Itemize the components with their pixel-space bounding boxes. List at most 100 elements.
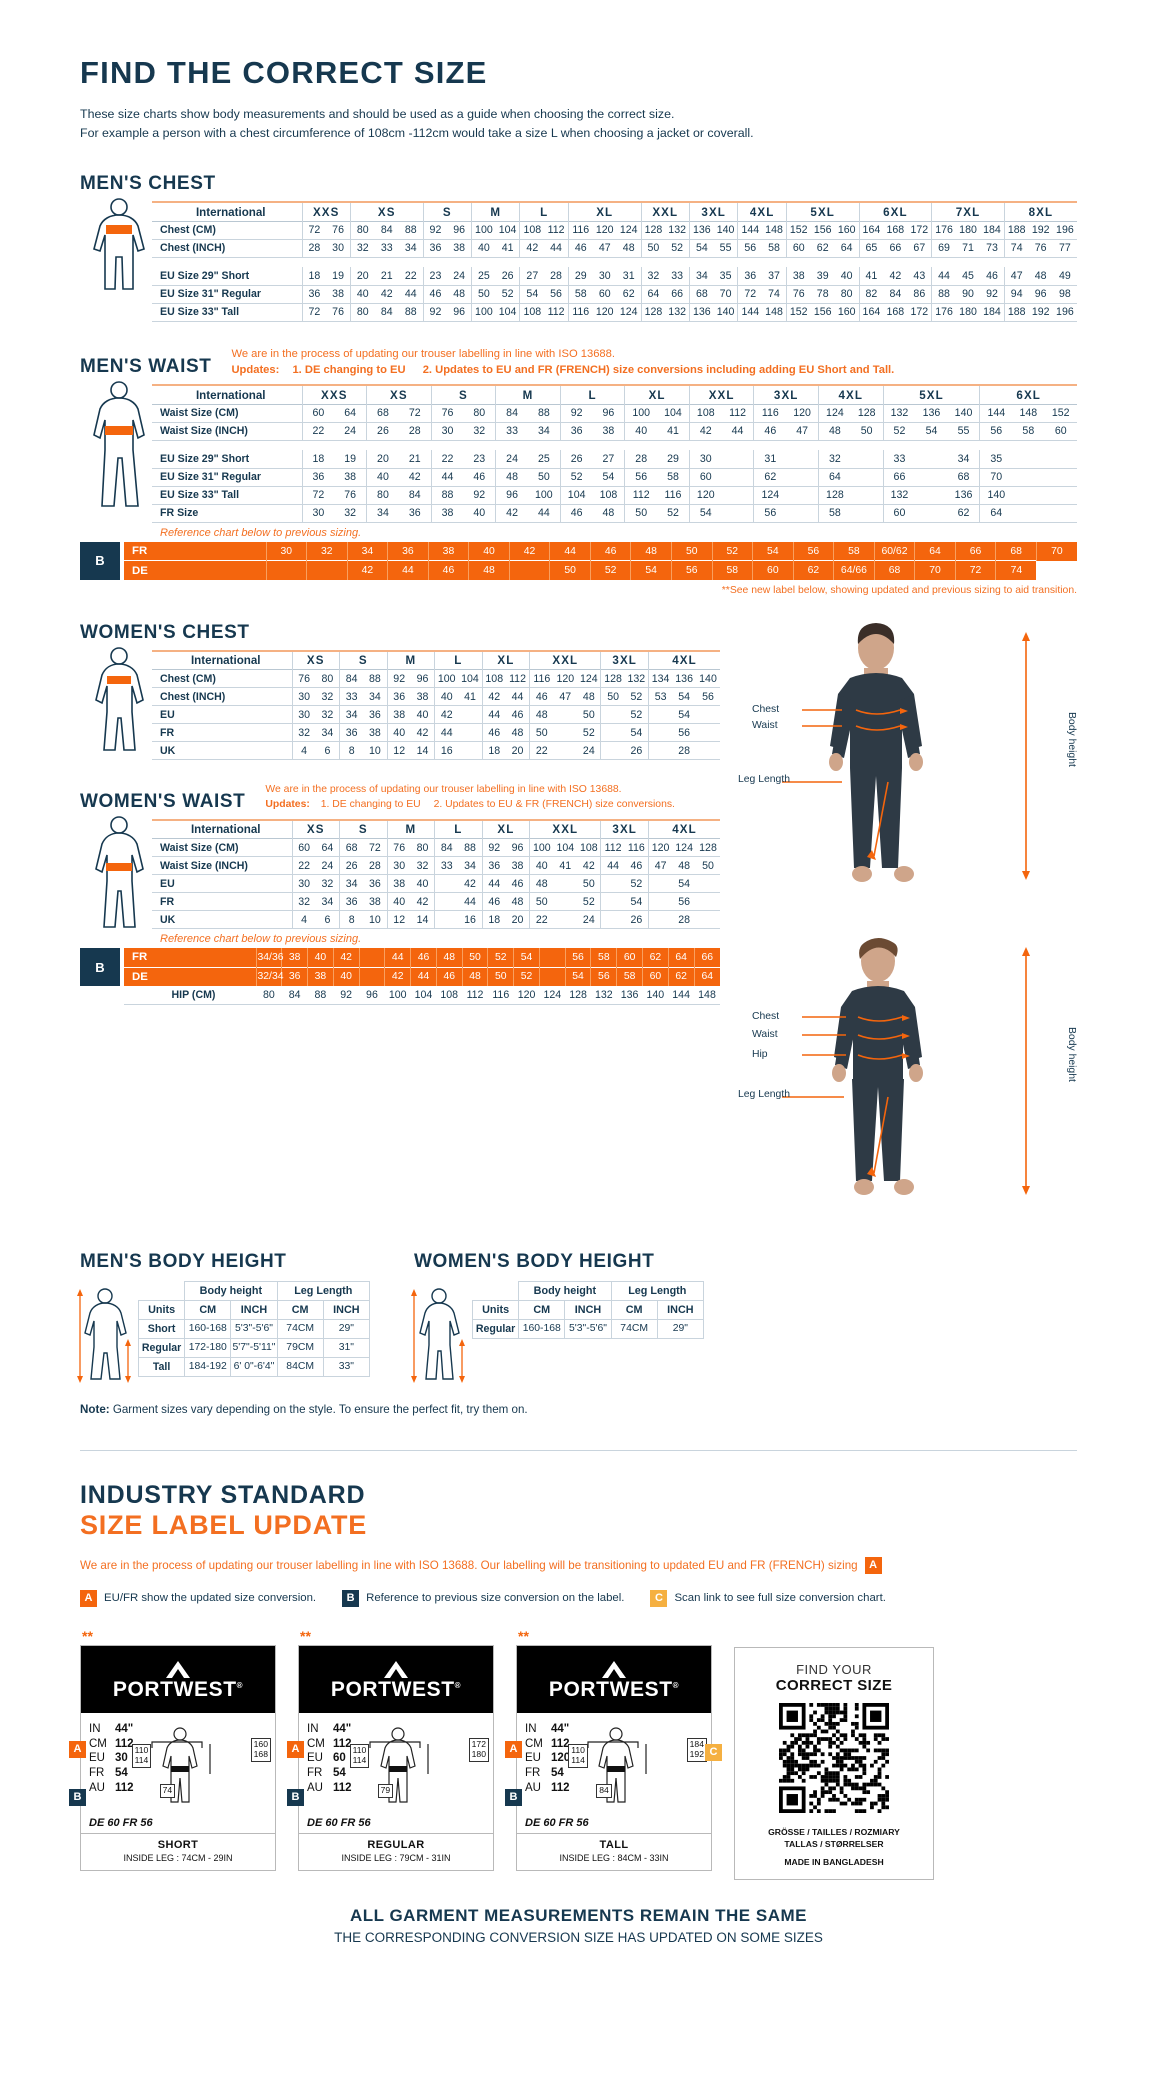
table-cell: 168 — [886, 224, 905, 237]
table-cell: 88 — [430, 486, 464, 505]
table-cell: 70 — [719, 288, 732, 301]
table-cell: 29" — [322, 1318, 371, 1339]
size-code-key: AU — [307, 1781, 323, 1794]
womens-waist-ref-table: FR 34/36 38 40 42 44 46 48 50 52 54 56 58 60 62 64 66 DE 3… — [124, 948, 720, 987]
table-cell: 27 — [519, 267, 545, 286]
table-cell: 44 — [537, 507, 550, 520]
label-footer: SHORT INSIDE LEG : 74CM - 29IN — [81, 1832, 275, 1870]
table-cell: 47 — [559, 690, 572, 703]
table-cell: 50 — [529, 723, 554, 742]
table-cell: 36 — [559, 422, 593, 441]
table-cell: Short — [137, 1318, 186, 1339]
table-cell: 52 — [582, 895, 595, 908]
table-cell: 55 — [719, 242, 732, 255]
table-cell: Waist Size (CM) — [160, 841, 239, 854]
table-cell: 62 — [816, 242, 829, 255]
table-cell — [647, 705, 673, 724]
label-figure: 110 114 172 180 79 — [349, 1722, 489, 1811]
table-cell: 104 — [664, 407, 682, 420]
male-label-leg-length: Leg Length — [738, 773, 791, 785]
table-cell: 124 — [619, 224, 638, 237]
size-code-key: FR — [525, 1767, 541, 1780]
card-stars: ** — [82, 1627, 93, 1644]
table-cell: 58 — [590, 948, 617, 968]
size-code-key: EU — [307, 1752, 323, 1765]
table-cell: 32 — [321, 877, 334, 890]
size-code-value: 54 — [551, 1767, 564, 1780]
table-cell: 136 — [675, 672, 693, 685]
table-cell — [553, 893, 577, 911]
table-cell: 77 — [1058, 242, 1071, 255]
table-cell: 80 — [473, 407, 486, 420]
table-cell: 22 — [430, 450, 464, 469]
table-cell: 21 — [380, 270, 393, 283]
label-box-right: 172 180 — [468, 1737, 489, 1762]
table-cell: 32 — [349, 239, 375, 258]
table-cell: 16 — [434, 741, 459, 760]
table-cell: 58 — [817, 504, 851, 523]
table-cell: 116 — [529, 669, 554, 688]
table-cell: 172 — [910, 224, 929, 237]
chest-highlight — [107, 675, 131, 684]
mens-body-height-title: MEN'S BODY HEIGHT — [80, 1250, 287, 1272]
table-cell: 144 — [737, 303, 763, 322]
table-cell — [786, 468, 818, 486]
table-cell: 48 — [678, 859, 691, 872]
qr-image[interactable] — [745, 1702, 923, 1818]
table-cell: 72 — [301, 221, 327, 240]
label-box-right: 184 192 — [686, 1737, 707, 1762]
qr-title-2: CORRECT SIZE — [775, 1676, 893, 1694]
ref-row: FR 30 32 34 36 38 40 42 44 46 48 50 52 54 56 58 60/62 64 6… — [124, 541, 1077, 561]
table-cell: 156 — [813, 306, 832, 319]
table-cell: 32 — [344, 507, 357, 520]
table-cell — [915, 450, 947, 468]
table-cell: 112 — [547, 306, 565, 319]
table-cell: 84 — [434, 838, 459, 857]
table-cell: 22 — [529, 910, 554, 929]
table-cell: 30 — [386, 856, 411, 875]
table-cell: 136 — [954, 489, 973, 502]
table-cell: 64 — [344, 407, 357, 420]
table-cell: 100 — [529, 838, 554, 857]
table-cell: 36 — [339, 723, 364, 742]
table-cell: 144 — [979, 404, 1013, 423]
table-cell: 46 — [559, 504, 593, 523]
table-cell: 54 — [688, 504, 722, 523]
portwest-chevron-icon — [601, 1660, 626, 1678]
table-cell: 64 — [914, 541, 956, 561]
table-cell: 30 — [301, 504, 335, 523]
table-cell — [696, 724, 720, 742]
brand-text: PORTWEST® — [548, 1677, 680, 1701]
body-height-section: MEN'S BODY HEIGHT Body height Leg Length U… — [77, 1250, 1077, 1383]
label-inside-leg: INSIDE LEG : 79CM - 31IN — [341, 1852, 451, 1863]
table-cell: 128 — [565, 986, 591, 1005]
size-label-card: ** PORTWEST® IN 44" CM 112 EU 30 FR 54 AU 112 110 114… — [69, 1627, 276, 1871]
table-cell: 60 — [688, 468, 722, 487]
table-cell: XL — [481, 819, 530, 839]
table-cell: 48 — [630, 541, 672, 561]
table-cell: 4XL — [818, 385, 884, 405]
table-cell: 36 — [301, 285, 327, 304]
table-cell: 3XL — [600, 650, 649, 670]
size-label-card: ** PORTWEST® IN 44" CM 112 EU 120 FR 54 AU 112 110 11… — [505, 1629, 712, 1871]
table-cell: 42 — [416, 726, 429, 739]
table-row: Tall 184-192 6' 0"-6'4" 84CM 33" — [137, 1356, 371, 1377]
table-cell: 84 — [380, 306, 393, 319]
table-header-row: International XS S M L XL XXL 3XL 4XL — [152, 819, 720, 839]
table-cell: EU Size 33" Tall — [160, 306, 240, 319]
table-cell — [696, 706, 720, 724]
table-cell: 60 — [291, 838, 316, 857]
table-cell: 30 — [688, 450, 722, 469]
table-cell — [358, 966, 385, 987]
table-cell: Waist Size (INCH) — [160, 425, 248, 438]
mens-bh-body: Body height Leg Length Units CM INCH CM INCH Sh… — [137, 1280, 371, 1377]
table-cell: 164 — [858, 221, 884, 240]
table-cell: 160-168 — [184, 1318, 232, 1339]
table-row: EU Size 31" Regular 36 38 40 42 44 46 48 50 52 54 5… — [152, 285, 1077, 304]
bottom-text: ALL GARMENT MEASUREMENTS REMAIN THE SAME… — [80, 1906, 1077, 1945]
table-cell: 80 — [349, 303, 375, 322]
table-cell: 58 — [768, 242, 780, 255]
table-cell: UK — [160, 913, 176, 926]
table-cell: 33 — [882, 450, 916, 469]
table-cell: 24 — [453, 270, 466, 283]
